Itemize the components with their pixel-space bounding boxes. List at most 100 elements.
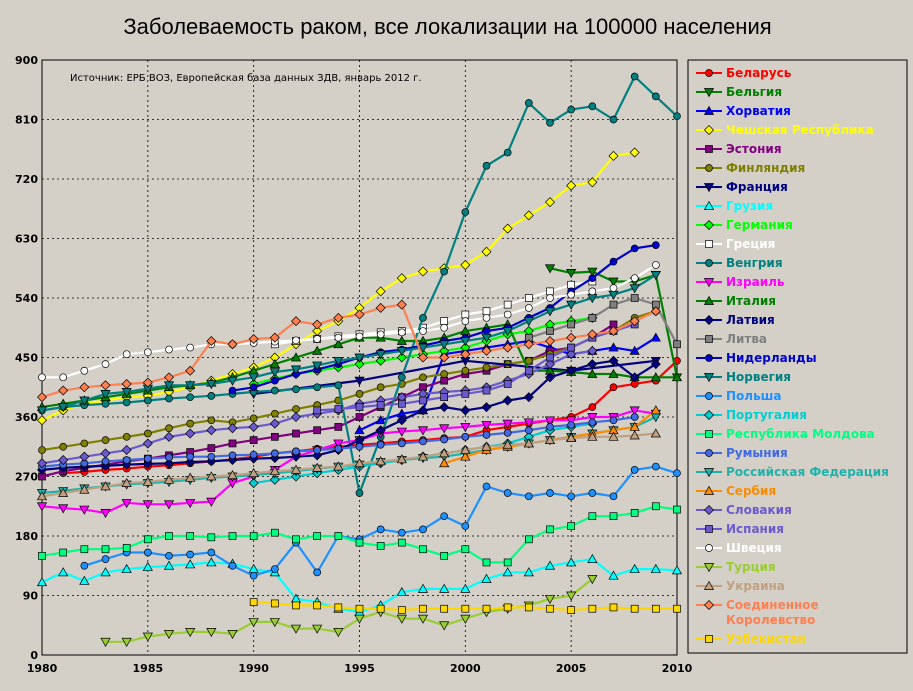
data-point — [673, 505, 681, 514]
data-point — [566, 180, 577, 191]
data-point — [439, 340, 450, 350]
data-point — [629, 372, 640, 383]
data-point — [375, 456, 386, 466]
data-point — [587, 413, 598, 423]
data-point — [207, 452, 216, 461]
data-point — [482, 386, 491, 395]
data-point — [270, 449, 279, 458]
data-point — [671, 372, 683, 382]
legend-item-19: Республика Молдова — [696, 427, 875, 441]
y-tick-label: 450 — [15, 352, 38, 365]
data-point — [460, 337, 471, 347]
data-point — [629, 284, 640, 294]
data-point — [396, 352, 407, 363]
data-point — [207, 548, 216, 557]
data-point — [354, 425, 365, 435]
data-point — [461, 522, 470, 530]
data-point — [165, 551, 173, 560]
data-point — [461, 390, 470, 398]
data-point — [418, 266, 428, 277]
data-point — [249, 532, 258, 540]
legend-item-15: Нидерланды — [696, 351, 817, 365]
data-point — [482, 307, 491, 316]
data-point — [313, 335, 322, 343]
legend-swatch-marker — [705, 145, 713, 153]
data-point — [419, 327, 427, 335]
data-point — [355, 390, 364, 398]
data-point — [100, 509, 111, 519]
data-point — [355, 604, 364, 613]
data-point — [440, 551, 449, 560]
data-point — [228, 532, 237, 540]
data-point — [185, 499, 196, 509]
data-point — [546, 353, 554, 362]
legend-box — [687, 59, 908, 654]
data-point — [312, 624, 323, 634]
legend-item-20: Румыния — [696, 446, 788, 460]
y-tick-label: 630 — [15, 233, 38, 246]
data-point — [524, 603, 533, 612]
data-point — [143, 348, 152, 357]
data-point — [249, 571, 258, 580]
data-point — [587, 177, 598, 188]
data-point — [608, 342, 619, 352]
data-point — [588, 403, 597, 411]
data-point — [545, 335, 555, 346]
data-point — [482, 363, 491, 372]
data-point — [588, 604, 597, 613]
data-point — [101, 545, 110, 554]
data-point — [100, 481, 111, 491]
legend-label: Испания — [726, 522, 784, 536]
data-point — [461, 208, 470, 216]
legend-item-29: Узбекистан — [696, 632, 806, 646]
data-point — [376, 440, 385, 449]
data-point — [461, 432, 470, 441]
data-point — [417, 614, 429, 624]
data-point — [546, 287, 554, 296]
data-point — [502, 439, 513, 449]
data-point — [270, 386, 279, 395]
data-point — [608, 431, 619, 441]
data-point — [58, 403, 69, 413]
legend-swatch-marker — [704, 410, 714, 420]
data-point — [354, 359, 365, 370]
legend-label: Соединенное — [726, 598, 819, 612]
data-point — [290, 464, 302, 474]
data-point — [206, 335, 217, 346]
data-point — [206, 471, 217, 481]
data-point — [58, 567, 69, 577]
source-annotation: Источник: ЕРБ ВОЗ, Европейская база данн… — [70, 73, 422, 84]
data-point — [630, 72, 639, 81]
legend-label: Грузия — [726, 199, 773, 213]
data-point — [523, 418, 534, 428]
data-point — [354, 614, 365, 624]
data-point — [37, 392, 47, 403]
data-point — [333, 356, 344, 367]
data-point — [503, 489, 512, 497]
data-point — [143, 535, 152, 544]
data-point — [355, 442, 364, 451]
legend-swatch-marker — [705, 164, 713, 172]
legend-swatch-marker — [704, 600, 714, 610]
data-point — [482, 482, 491, 491]
data-point — [186, 343, 195, 352]
data-point — [608, 150, 619, 161]
data-point — [38, 446, 46, 454]
data-point — [292, 336, 300, 345]
data-point — [269, 358, 280, 368]
data-point — [312, 319, 323, 330]
legend-swatch-marker — [705, 335, 713, 343]
y-tick-label: 360 — [15, 411, 38, 424]
data-point — [228, 451, 237, 460]
data-point — [121, 477, 132, 487]
data-point — [588, 287, 597, 296]
data-point — [608, 570, 619, 580]
data-point — [36, 502, 48, 512]
legend-swatch-marker — [704, 505, 714, 515]
legend-item-7: Грузия — [696, 199, 773, 213]
data-point — [545, 359, 555, 370]
legend-swatch-marker — [703, 580, 715, 590]
data-point — [165, 394, 173, 403]
data-point — [629, 406, 640, 416]
data-point — [334, 444, 343, 453]
